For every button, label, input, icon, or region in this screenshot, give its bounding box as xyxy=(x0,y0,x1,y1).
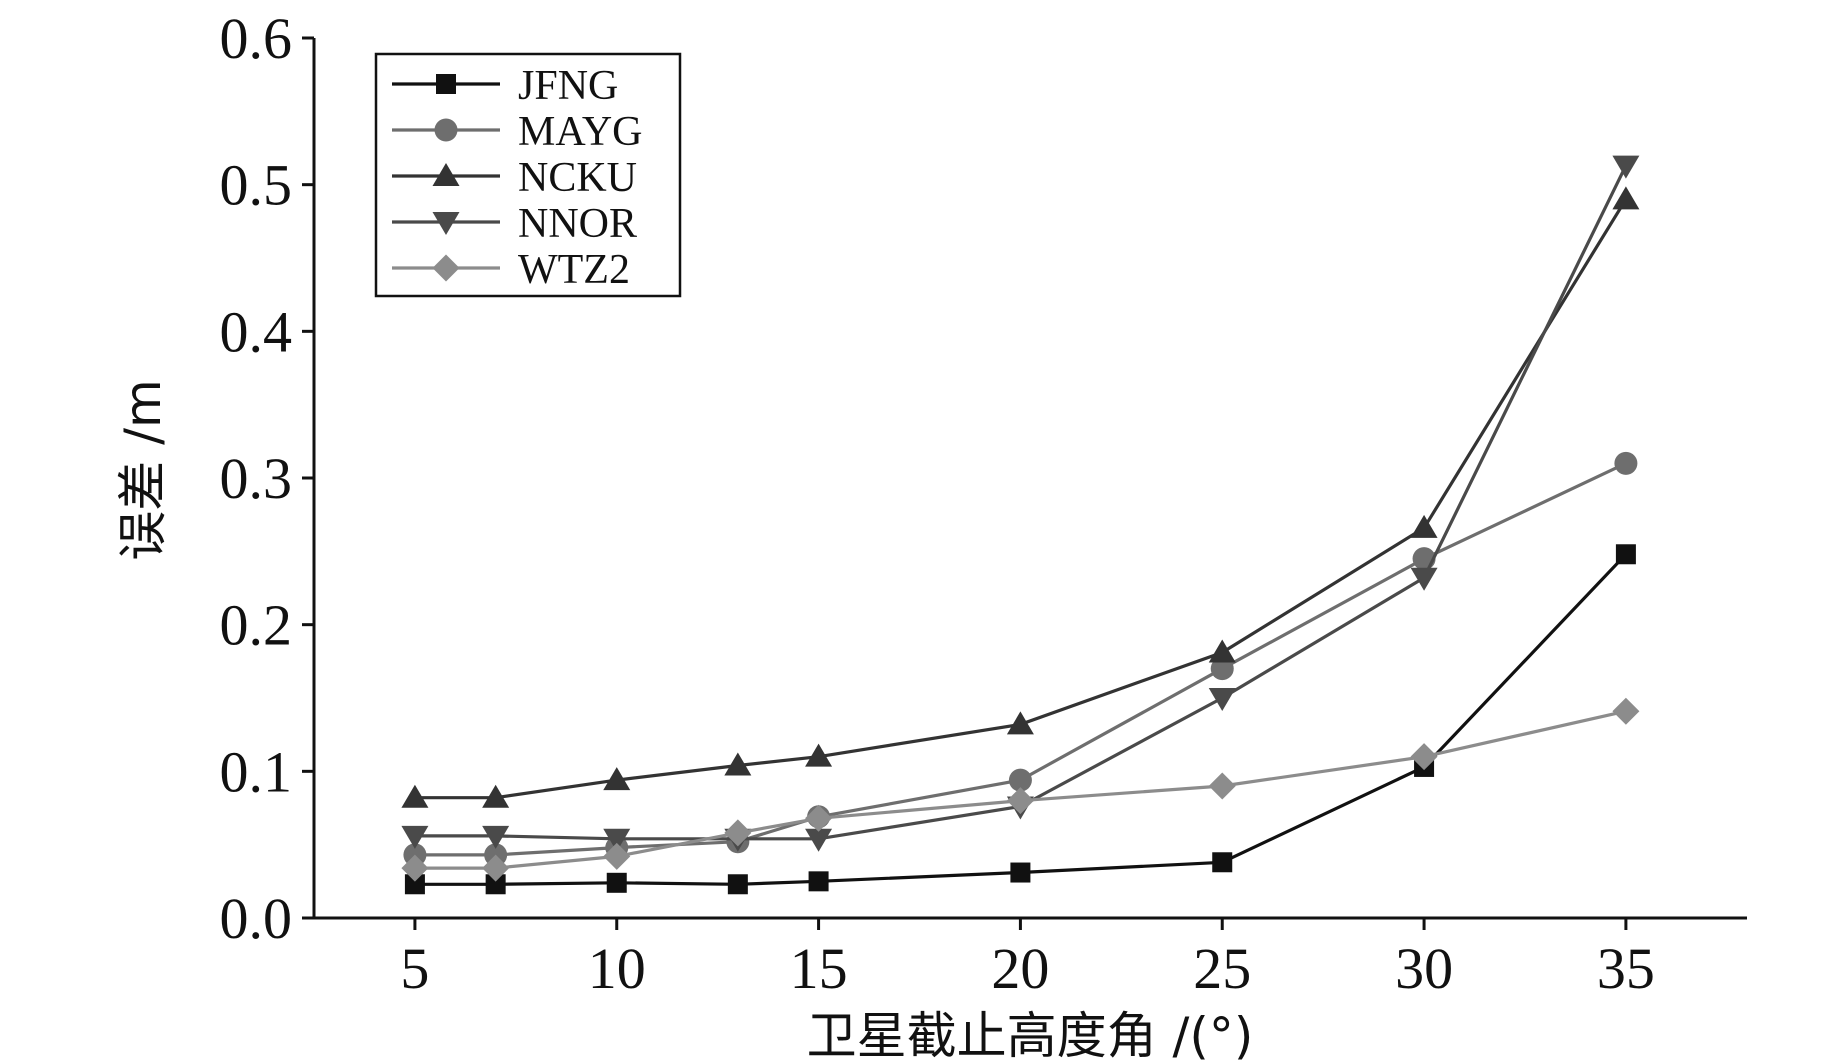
data-point-jfng xyxy=(1615,544,1636,565)
data-point-ncku xyxy=(805,743,833,767)
legend-label-mayg: MAYG xyxy=(518,109,642,155)
legend-marker-nnor xyxy=(432,212,460,235)
y-tick-label: 0.6 xyxy=(220,6,293,71)
data-point-ncku xyxy=(1612,186,1640,210)
legend-label-wtz2: WTZ2 xyxy=(518,247,630,293)
data-point-jfng xyxy=(606,872,627,893)
y-tick-label: 0.1 xyxy=(220,739,293,804)
x-ticks: 5 10 15 20 25 30 35 xyxy=(400,918,1655,1001)
data-point-wtz2 xyxy=(724,819,752,847)
legend-label-nnor: NNOR xyxy=(518,201,637,247)
data-point-wtz2 xyxy=(603,842,631,870)
data-point-ncku xyxy=(1208,639,1236,663)
data-point-wtz2 xyxy=(1612,697,1640,725)
data-point-ncku xyxy=(603,767,631,791)
data-point-wtz2 xyxy=(401,854,429,882)
plot-area xyxy=(401,155,1640,895)
data-point-mayg xyxy=(1614,451,1638,475)
data-point-wtz2 xyxy=(1208,772,1236,800)
y-tick-label: 0.0 xyxy=(220,886,293,951)
legend-label-ncku: NCKU xyxy=(518,155,637,201)
data-point-jfng xyxy=(808,871,829,892)
legend-marker-mayg xyxy=(434,118,458,142)
x-tick-label: 30 xyxy=(1395,936,1453,1001)
data-point-nnor xyxy=(1410,567,1438,591)
data-point-nnor xyxy=(1208,688,1236,711)
x-tick-label: 35 xyxy=(1597,936,1655,1001)
data-point-nnor xyxy=(482,825,510,849)
y-axis-title: 误差 /m xyxy=(114,379,172,560)
data-point-wtz2 xyxy=(482,854,510,882)
data-point-mayg xyxy=(1008,768,1032,792)
data-point-ncku xyxy=(1410,514,1438,538)
legend-label-jfng: JFNG xyxy=(518,63,618,109)
x-tick-label: 25 xyxy=(1193,936,1251,1001)
data-point-wtz2 xyxy=(805,804,833,832)
y-tick-label: 0.2 xyxy=(220,593,293,658)
data-point-jfng xyxy=(1010,862,1031,883)
x-tick-label: 15 xyxy=(790,936,848,1001)
data-point-nnor xyxy=(603,828,631,852)
data-point-nnor xyxy=(401,825,429,849)
data-point-nnor xyxy=(805,828,833,852)
legend-marker-jfng xyxy=(436,74,456,94)
y-tick-label: 0.5 xyxy=(220,153,293,218)
data-point-jfng xyxy=(404,874,425,895)
data-point-jfng xyxy=(1212,852,1233,873)
y-tick-label: 0.4 xyxy=(220,299,293,364)
x-axis-title: 卫星截止高度角 /(°) xyxy=(807,1007,1254,1063)
data-point-nnor xyxy=(1612,155,1640,179)
legend-marker-ncku xyxy=(432,163,460,186)
x-tick-label: 10 xyxy=(588,936,646,1001)
data-point-wtz2 xyxy=(1006,787,1034,815)
data-point-mayg xyxy=(1210,657,1234,681)
data-point-jfng xyxy=(485,874,506,895)
data-point-ncku xyxy=(724,752,752,776)
data-point-wtz2 xyxy=(1410,743,1438,771)
x-tick-label: 5 xyxy=(400,936,429,1001)
legend-marker-wtz2 xyxy=(432,254,460,282)
data-point-ncku xyxy=(1006,711,1034,735)
data-point-ncku xyxy=(401,784,429,808)
data-point-jfng xyxy=(727,874,748,895)
data-point-ncku xyxy=(482,784,510,808)
y-tick-label: 0.3 xyxy=(220,446,293,511)
x-tick-label: 20 xyxy=(991,936,1049,1001)
y-ticks: 0.0 0.1 0.2 0.3 0.4 0.5 0.6 xyxy=(220,6,314,951)
